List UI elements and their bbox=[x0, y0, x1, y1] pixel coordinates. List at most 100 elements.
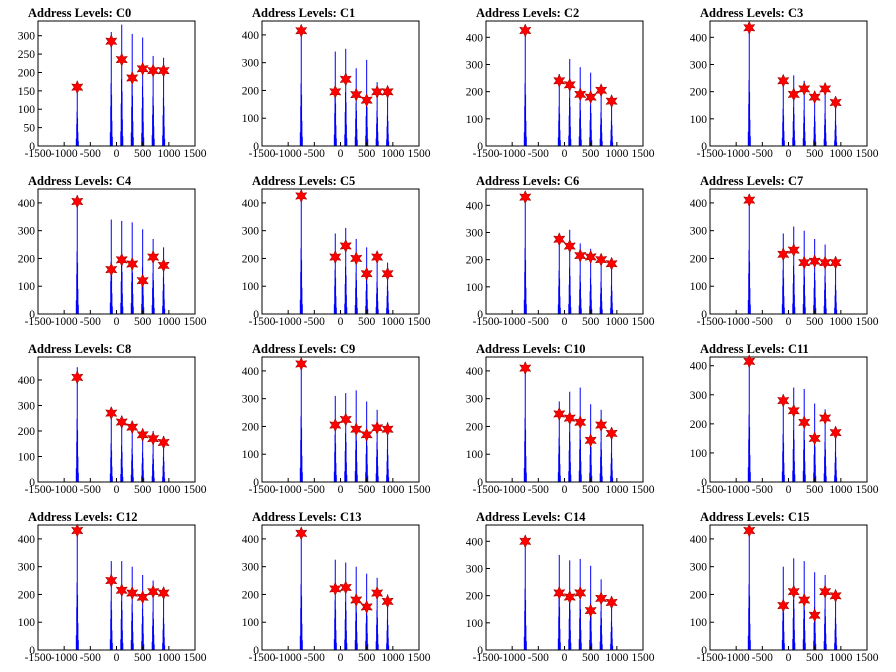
plot-frame bbox=[709, 356, 868, 483]
x-tick-label: -1500 bbox=[697, 484, 724, 496]
x-tick-label: -1000 bbox=[499, 316, 526, 328]
y-tick-label: 100 bbox=[242, 281, 260, 293]
x-tick-label: 1000 bbox=[381, 316, 404, 328]
y-tick-label: 100 bbox=[242, 617, 260, 629]
y-tick-label: 0 bbox=[477, 141, 483, 153]
x-tick-label: -1500 bbox=[249, 484, 276, 496]
level-marker bbox=[829, 588, 842, 603]
panel-title: Address Levels: C13 bbox=[252, 510, 362, 524]
x-tick-label: -1000 bbox=[723, 484, 750, 496]
panel-12: Address Levels: C12 -1500 -1000 -500 0 500 100… bbox=[18, 510, 207, 664]
panel-10: Address Levels: C10 -1500 -1000 -500 0 500 100… bbox=[466, 342, 655, 496]
level-marker bbox=[115, 414, 128, 430]
panel-11: Address Levels: C11 -1500 -1000 -500 0 500 100… bbox=[690, 342, 879, 496]
y-tick-label: 400 bbox=[242, 534, 260, 546]
plot-frame bbox=[485, 188, 644, 315]
level-marker bbox=[360, 427, 373, 442]
level-marker bbox=[829, 95, 842, 110]
y-tick-label: 100 bbox=[242, 449, 260, 461]
x-tick-label: -500 bbox=[752, 316, 773, 328]
level-marker bbox=[157, 258, 170, 273]
x-tick-label: -1000 bbox=[499, 148, 526, 160]
x-tick-label: 500 bbox=[134, 316, 152, 328]
panel-title: Address Levels: C1 bbox=[252, 6, 355, 20]
x-tick-label: 0 bbox=[338, 316, 344, 328]
panel-9: Address Levels: C9-1500 -1000 -500 0 500 1000… bbox=[242, 342, 431, 496]
plot-frame bbox=[261, 188, 420, 315]
panel-title: Address Levels: C4 bbox=[28, 174, 132, 188]
panel-title: Address Levels: C6 bbox=[476, 174, 579, 188]
y-tick-label: 100 bbox=[18, 617, 36, 629]
x-tick-label: 500 bbox=[358, 316, 376, 328]
panel-title: Address Levels: C11 bbox=[700, 342, 809, 356]
x-tick-label: -500 bbox=[304, 484, 325, 496]
y-tick-label: 400 bbox=[466, 536, 484, 548]
panel-title: Address Levels: C10 bbox=[476, 342, 586, 356]
y-tick-label: 400 bbox=[690, 198, 708, 210]
level-marker bbox=[743, 192, 756, 208]
level-marker bbox=[71, 370, 84, 385]
x-tick-label: 1000 bbox=[605, 484, 628, 496]
x-tick-label: -500 bbox=[80, 148, 101, 160]
y-tick-label: 100 bbox=[242, 113, 260, 125]
y-tick-label: 100 bbox=[18, 281, 36, 293]
level-marker bbox=[584, 89, 597, 105]
level-marker bbox=[584, 249, 597, 265]
x-tick-label: 500 bbox=[134, 484, 152, 496]
level-marker bbox=[594, 83, 608, 98]
plot-frame bbox=[261, 20, 420, 147]
level-marker bbox=[574, 415, 587, 430]
histogram bbox=[299, 362, 390, 482]
panel-15: Address Levels: C15 -1500 -1000 -500 0 500 100… bbox=[690, 510, 879, 664]
level-marker bbox=[126, 256, 139, 272]
x-tick-label: 500 bbox=[134, 652, 152, 664]
level-marker bbox=[370, 249, 384, 265]
x-tick-label: 1500 bbox=[856, 652, 879, 664]
histogram bbox=[747, 359, 838, 482]
y-tick-label: 0 bbox=[29, 141, 35, 153]
x-tick-label: -1000 bbox=[723, 316, 750, 328]
panel-title: Address Levels: C15 bbox=[700, 510, 810, 524]
level-marker bbox=[808, 608, 821, 623]
panel-6: Address Levels: C6-1500 -1000 -500 0 500 1000… bbox=[466, 174, 655, 328]
level-marker bbox=[777, 73, 790, 88]
panel-title: Address Levels: C8 bbox=[28, 342, 131, 356]
y-tick-label: 400 bbox=[690, 361, 708, 373]
level-marker bbox=[157, 435, 170, 450]
histogram bbox=[747, 530, 838, 650]
level-marker bbox=[563, 77, 576, 92]
y-tick-label: 300 bbox=[690, 390, 708, 402]
panel-13: Address Levels: C13 -1500 -1000 -500 0 500 100… bbox=[242, 510, 431, 664]
level-marker bbox=[136, 61, 149, 76]
level-marker bbox=[350, 592, 363, 608]
histogram bbox=[523, 31, 614, 146]
histogram bbox=[523, 194, 614, 314]
level-marker bbox=[787, 87, 800, 102]
level-marker bbox=[157, 585, 170, 601]
y-tick-label: 300 bbox=[18, 400, 36, 412]
y-tick-label: 200 bbox=[242, 421, 260, 433]
x-tick-label: 1000 bbox=[605, 316, 628, 328]
level-marker bbox=[146, 63, 160, 78]
y-tick-label: 200 bbox=[466, 421, 484, 433]
level-marker bbox=[126, 420, 139, 435]
level-marker bbox=[787, 242, 800, 258]
y-tick-label: 400 bbox=[466, 32, 484, 44]
x-tick-label: 0 bbox=[338, 148, 344, 160]
x-tick-label: 0 bbox=[562, 148, 568, 160]
y-tick-label: 100 bbox=[466, 282, 484, 294]
y-tick-label: 200 bbox=[18, 589, 36, 601]
y-tick-label: 300 bbox=[466, 563, 484, 575]
level-marker bbox=[115, 252, 128, 267]
level-marker bbox=[594, 417, 608, 433]
y-tick-label: 250 bbox=[18, 49, 36, 61]
x-tick-label: 1500 bbox=[184, 652, 207, 664]
level-marker bbox=[105, 405, 118, 421]
panel-5: Address Levels: C5-1500 -1000 -500 0 500 1000… bbox=[242, 174, 431, 328]
x-tick-label: -1000 bbox=[51, 484, 78, 496]
x-tick-label: 1500 bbox=[408, 148, 431, 160]
level-marker bbox=[360, 93, 373, 108]
level-marker bbox=[329, 249, 342, 265]
level-marker bbox=[350, 87, 363, 102]
